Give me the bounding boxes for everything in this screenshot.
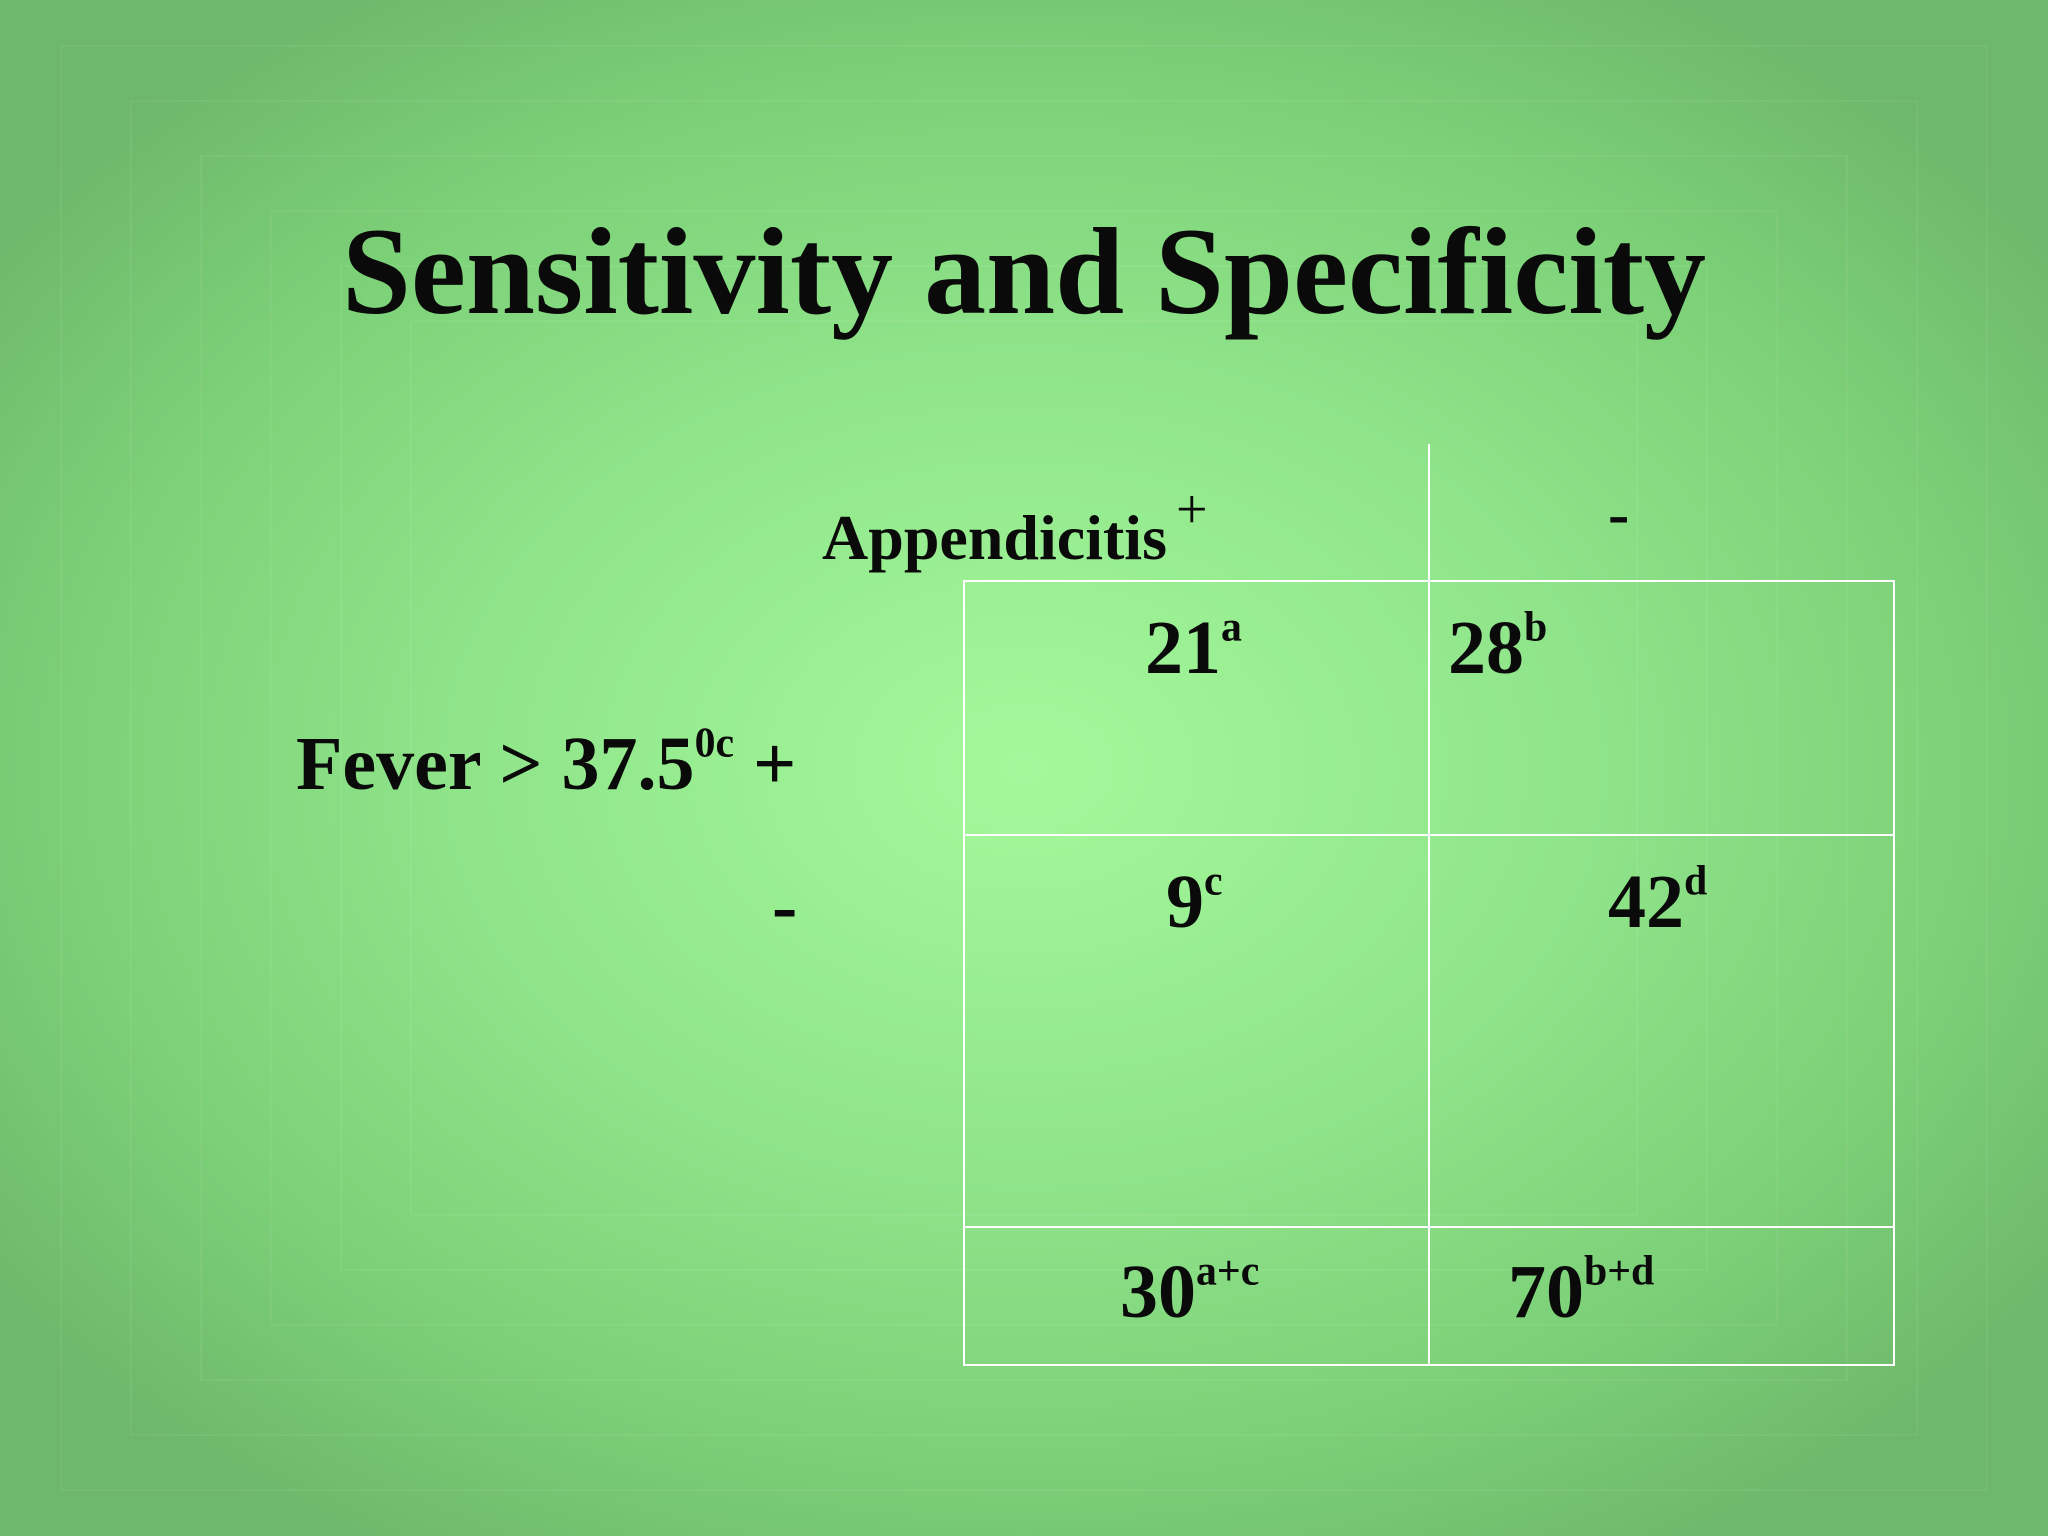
row-header-unit: 0c [694,720,735,767]
column-header-negative: - [1608,478,1630,549]
column-header-label: Appendicitis [822,502,1167,573]
table-top-border [963,580,1895,582]
cell-c: 9c [1166,861,1223,940]
cell-b: 28b [1448,607,1547,686]
row-header: Fever > 37.50c + [296,723,796,802]
table-right-border [1893,580,1895,1366]
column-header-positive: + [1176,479,1208,541]
cell-a-sup: a [1221,604,1242,651]
cell-total-ac: 30a+c [1120,1251,1259,1330]
row-header-label: Fever > 37.5 [296,722,695,806]
cell-d-sup: d [1684,858,1708,905]
cell-a: 21a [1145,607,1242,686]
cell-total-bd-sup: b+d [1584,1248,1655,1295]
table-vertical-divider [1428,444,1430,1366]
table-bottom-border [963,1364,1895,1366]
cell-d: 42d [1608,861,1707,940]
cell-total-ac-sup: a+c [1196,1248,1260,1295]
cell-a-value: 21 [1145,606,1221,690]
row-header-positive: + [753,722,797,806]
cell-c-sup: c [1204,858,1223,905]
cell-b-sup: b [1524,604,1548,651]
cell-d-value: 42 [1608,860,1684,944]
row-header-negative: - [772,864,798,948]
cell-total-bd-value: 70 [1508,1250,1584,1334]
cell-b-value: 28 [1448,606,1524,690]
cell-c-value: 9 [1166,860,1204,944]
table-left-border [963,580,965,1366]
table-total-divider [963,1226,1895,1228]
cell-total-ac-value: 30 [1120,1250,1196,1334]
slide-title: Sensitivity and Specificity [341,203,1707,340]
cell-total-bd: 70b+d [1508,1251,1654,1330]
table-row-divider [963,834,1895,836]
